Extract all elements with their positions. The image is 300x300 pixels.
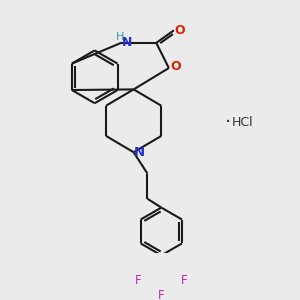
Text: ·: · [225, 112, 231, 132]
Text: HCl: HCl [232, 116, 254, 129]
Text: F: F [158, 289, 165, 300]
Text: H: H [116, 32, 124, 42]
Text: F: F [181, 274, 188, 287]
Text: O: O [174, 24, 185, 37]
Text: F: F [135, 274, 142, 287]
Text: O: O [171, 60, 181, 73]
Text: N: N [122, 36, 132, 49]
Text: N: N [134, 146, 145, 159]
